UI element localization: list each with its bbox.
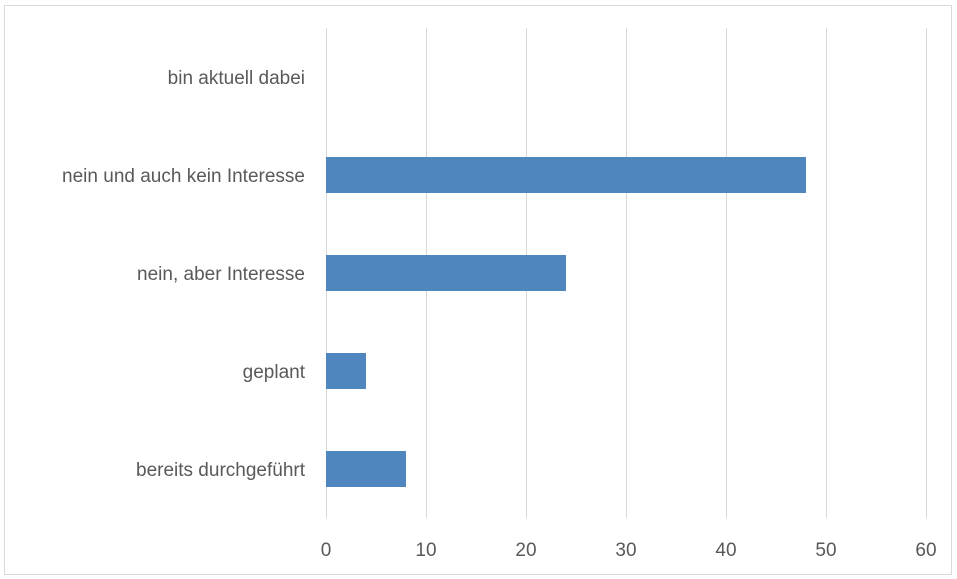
category-label: nein, aber Interesse bbox=[137, 264, 305, 285]
bar bbox=[326, 255, 566, 291]
category-label: bin aktuell dabei bbox=[168, 68, 305, 89]
bars bbox=[326, 157, 806, 487]
category-label: bereits durchgeführt bbox=[136, 460, 306, 481]
x-tick-label: 0 bbox=[321, 540, 332, 561]
bar bbox=[326, 451, 406, 487]
x-tick-label: 50 bbox=[815, 540, 836, 561]
x-tick-label: 30 bbox=[615, 540, 636, 561]
x-tick-label: 20 bbox=[515, 540, 536, 561]
category-labels: bin aktuell dabei nein und auch kein Inte… bbox=[62, 68, 306, 481]
category-label: nein und auch kein Interesse bbox=[62, 166, 305, 187]
x-tick-label: 10 bbox=[415, 540, 436, 561]
x-tick-label: 60 bbox=[915, 540, 936, 561]
chart-frame: bin aktuell dabei nein und auch kein Inte… bbox=[4, 5, 952, 575]
bar-chart: bin aktuell dabei nein und auch kein Inte… bbox=[62, 28, 937, 561]
x-tick-labels: 0 10 20 30 40 50 60 bbox=[321, 540, 937, 561]
category-label: geplant bbox=[243, 362, 306, 383]
bar bbox=[326, 157, 806, 193]
x-tick-label: 40 bbox=[715, 540, 736, 561]
bar bbox=[326, 353, 366, 389]
